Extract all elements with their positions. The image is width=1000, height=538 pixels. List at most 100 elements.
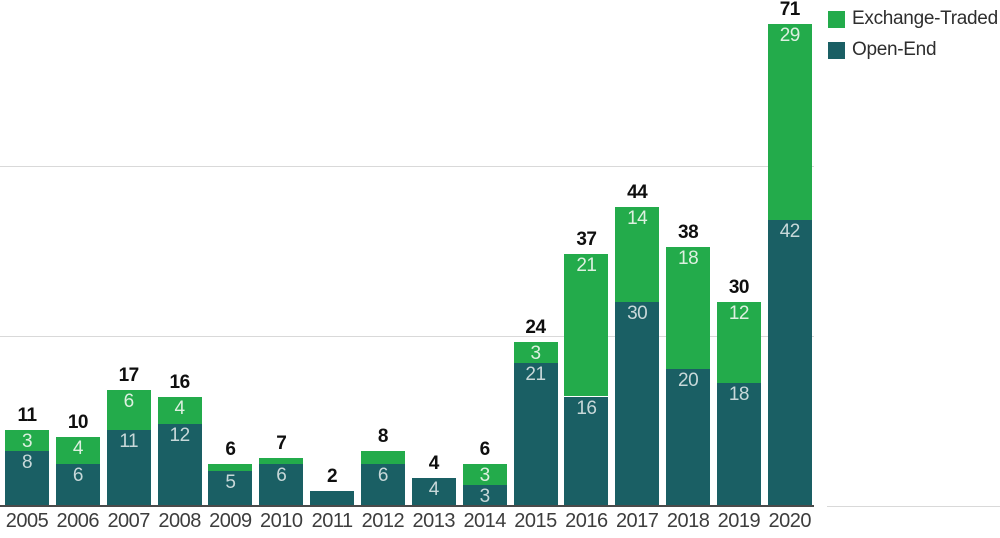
x-axis-label: 2011: [311, 510, 354, 532]
bar-segment-exchange-traded: [208, 464, 253, 472]
legend-item-exchange-traded: Exchange-Traded: [828, 8, 998, 30]
bar-segment-exchange-traded: [259, 457, 304, 465]
bar-segment-exchange-traded: [106, 389, 151, 431]
bar-total-label: 8: [377, 425, 389, 447]
x-axis-label: 2007: [107, 510, 150, 532]
segment-value-label: 29: [779, 24, 801, 46]
x-axis-line: [0, 505, 814, 507]
bar-segment-exchange-traded: [513, 342, 558, 363]
segment-value-label: 12: [169, 424, 191, 446]
segment-value-label: 4: [428, 478, 440, 500]
x-axis-label: 2009: [209, 510, 252, 532]
bar-segment-open-end: [55, 464, 100, 505]
bar-segment-open-end: [310, 491, 355, 505]
bar-total-label: 16: [169, 371, 191, 393]
segment-value-label: 14: [627, 207, 648, 229]
x-axis-label: 2010: [260, 510, 303, 532]
bar-segment-open-end: [615, 301, 660, 505]
bar-segment-open-end: [564, 396, 609, 505]
segment-value-label: 3: [530, 343, 541, 365]
bar-segment-open-end: [106, 430, 151, 505]
segment-value-label: 30: [627, 302, 648, 324]
bar-total-label: 17: [118, 364, 140, 386]
segment-value-label: 8: [21, 451, 33, 473]
segment-value-label: 6: [123, 390, 135, 412]
x-axis-label: 2013: [412, 510, 456, 532]
bar-segment-exchange-traded: [55, 437, 100, 465]
segment-value-label: 21: [576, 255, 597, 277]
exchange-traded-swatch-icon: [828, 10, 845, 28]
segment-value-label: 3: [479, 485, 491, 507]
bar-segment-open-end: [208, 471, 253, 505]
x-axis-label: 2020: [768, 510, 812, 532]
segment-value-label: 5: [225, 472, 236, 494]
gridline-25: [0, 335, 814, 337]
bar-total-label: 30: [728, 276, 750, 298]
legend-label-open-end: Open-End: [852, 39, 937, 60]
bar-total-label: 6: [479, 439, 491, 461]
x-axis-label: 2012: [361, 510, 405, 532]
bar-segment-open-end: [513, 362, 558, 505]
segment-value-label: 18: [678, 248, 699, 270]
segment-value-label: 3: [21, 431, 33, 453]
bar-segment-open-end: [411, 477, 456, 505]
segment-value-label: 21: [525, 363, 546, 385]
segment-value-label: 4: [72, 438, 84, 460]
bar-segment-open-end: [157, 423, 202, 505]
bar-segment-exchange-traded: [767, 23, 812, 221]
segment-value-label: 20: [678, 370, 699, 392]
bar-segment-open-end: [5, 450, 49, 505]
bar-segment-open-end: [666, 369, 711, 505]
bar-segment-exchange-traded: [157, 396, 202, 424]
x-axis-label: 2017: [615, 510, 659, 532]
bar-segment-exchange-traded: [716, 301, 761, 383]
bar-total-label: 11: [17, 405, 37, 427]
segment-value-label: 3: [479, 465, 491, 487]
x-axis-label: 2016: [565, 510, 608, 532]
bar-segment-open-end: [360, 464, 405, 505]
bar-segment-exchange-traded: [564, 254, 609, 397]
segment-value-label: 6: [72, 465, 84, 487]
bar-total-label: 4: [428, 452, 440, 474]
bar-segment-open-end: [462, 484, 507, 505]
segment-value-label: 12: [728, 302, 750, 324]
x-axis-label: 2005: [5, 510, 49, 532]
bar-total-label: 37: [576, 229, 597, 251]
bar-total-label: 6: [225, 439, 236, 461]
bar-total-label: 38: [678, 222, 699, 244]
legend-item-open-end: Open-End: [828, 39, 998, 61]
bar-segment-open-end: [259, 464, 304, 505]
segment-value-label: 4: [174, 397, 186, 419]
x-axis-label: 2006: [56, 510, 100, 532]
bar-segment-open-end: [716, 383, 761, 505]
legend-label-exchange-traded: Exchange-Traded: [852, 8, 998, 29]
x-axis-label: 2015: [514, 510, 557, 532]
bar-total-label: 71: [779, 0, 801, 20]
bar-segment-exchange-traded: [462, 464, 507, 485]
bar-segment-exchange-traded: [615, 206, 660, 302]
x-axis-label: 2008: [158, 510, 201, 532]
x-axis-label: 2014: [463, 510, 506, 532]
x-axis-label: 2019: [717, 510, 761, 532]
bar-total-label: 44: [627, 181, 648, 203]
bar-total-label: 7: [276, 432, 287, 454]
open-end-swatch-icon: [828, 41, 845, 59]
bar-total-label: 24: [525, 317, 546, 339]
bar-segment-open-end: [767, 220, 812, 505]
segment-value-label: 16: [576, 397, 597, 419]
bar-segment-exchange-traded: [666, 247, 711, 370]
segment-value-label: 18: [728, 384, 750, 405]
legend: Exchange-Traded Open-End: [828, 8, 998, 70]
bar-total-label: 10: [67, 412, 89, 434]
x-axis-label: 2018: [666, 510, 710, 532]
segment-value-label: 6: [377, 465, 389, 487]
segment-value-label: 42: [779, 221, 801, 243]
bar-segment-exchange-traded: [5, 430, 49, 451]
gridline-50: [0, 166, 814, 167]
segment-value-label: 11: [119, 431, 139, 453]
x-axis-extension-line: [827, 506, 1000, 507]
segment-value-label: 6: [276, 465, 287, 487]
bar-segment-exchange-traded: [360, 450, 405, 465]
bar-total-label: 2: [327, 466, 338, 488]
